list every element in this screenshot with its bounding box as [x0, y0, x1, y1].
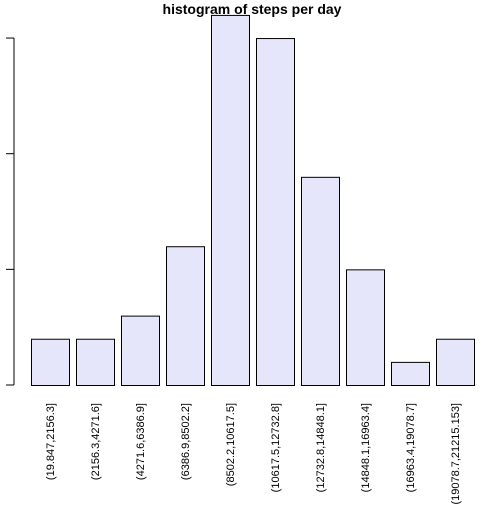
x-tick-labels: (19.847,2156.3] (2156.3,4271.6] (4271.6,63… — [45, 403, 462, 505]
histogram-bar — [436, 338, 475, 386]
chart-title: histogram of steps per day — [163, 1, 342, 17]
histogram-bar — [121, 315, 160, 386]
x-tick-label: (6386.9,8502.2] — [180, 403, 192, 480]
histogram-bar — [211, 14, 250, 386]
histogram-bar — [301, 176, 340, 386]
histogram-bar — [76, 338, 115, 386]
bars — [31, 14, 475, 387]
x-tick-label: (16963.4,19078.7] — [405, 403, 417, 492]
histogram-bar — [166, 246, 205, 386]
histogram-bar — [31, 338, 70, 386]
histogram-bar — [256, 38, 295, 387]
x-tick-label: (14848.1,16963.4] — [360, 403, 372, 492]
x-tick-label: (8502.2,10617.5] — [225, 403, 237, 486]
x-tick-label: (12732.8,14848.1] — [315, 403, 327, 492]
x-tick-label: (10617.5,12732.8] — [270, 403, 282, 492]
histogram-bar — [391, 361, 430, 386]
x-tick-label: (19078.7,21215.153] — [450, 403, 462, 504]
histogram-bar — [346, 269, 385, 387]
x-tick-label: (4271.6,6386.9] — [135, 403, 147, 480]
y-axis — [6, 37, 15, 386]
x-tick-label: (2156.3,4271.6] — [90, 403, 102, 480]
x-tick-label: (19.847,2156.3] — [45, 403, 57, 480]
